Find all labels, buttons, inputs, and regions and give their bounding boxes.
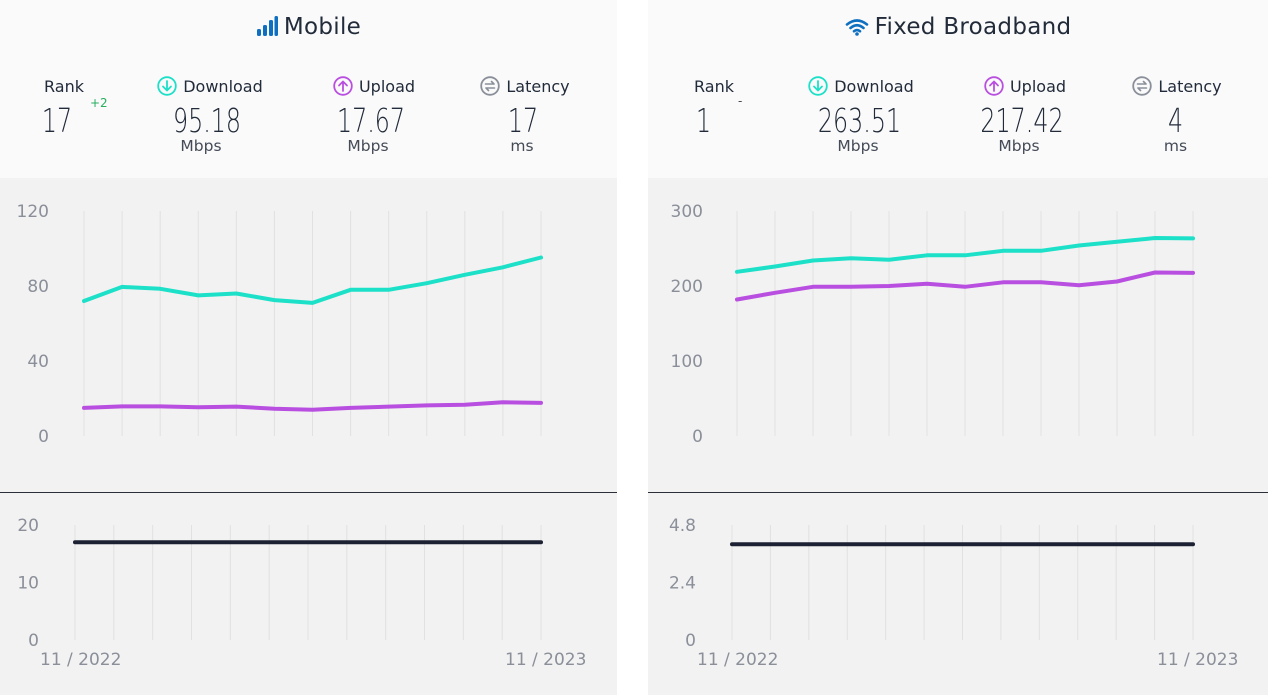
chart-divider (0, 492, 617, 493)
rank-label: Rank (44, 76, 84, 96)
fixed-summary: Fixed Broadband Rank 1 - Download 263.51… (648, 0, 1268, 178)
mobile-panel: Mobile Rank 17 +2 Download 95.18 Mbps Up… (0, 0, 617, 695)
y-tick-label: 100 (671, 352, 703, 372)
rank-label: Rank (694, 76, 734, 96)
latency-label: Latency (506, 76, 570, 96)
mobile-title: Mobile (0, 14, 617, 42)
y-tick-label: 40 (27, 352, 49, 372)
upload-unit: Mbps (347, 137, 389, 155)
y-tick-label: 0 (38, 427, 49, 447)
upload-value: 217.42 (980, 101, 1064, 140)
series-line[interactable] (82, 400, 543, 412)
fixed-title: Fixed Broadband (648, 14, 1268, 42)
latency-value: 4 (1167, 101, 1184, 140)
y-tick-label: 0 (685, 631, 696, 651)
upload-label: Upload (1009, 76, 1067, 96)
mobile-download[interactable]: Download 95.18 Mbps (140, 74, 280, 154)
x-tick-end: 11 / 2023 (1157, 650, 1238, 670)
download-arrow-icon (808, 76, 828, 96)
rank-change: - (738, 94, 743, 108)
series-line[interactable] (82, 255, 543, 305)
latency-unit: ms (510, 137, 534, 155)
rank-value: 1 (695, 101, 712, 140)
mobile-latency[interactable]: Latency 17 ms (470, 74, 580, 154)
x-tick-start: 11 / 2022 (697, 650, 778, 670)
y-tick-label: 0 (28, 631, 39, 651)
download-value: 263.51 (817, 101, 902, 140)
latency-icon (1132, 76, 1153, 96)
fixed-speed-chart: 0 100 200 300 (671, 202, 1195, 447)
chart-divider (648, 492, 1268, 493)
mobile-upload[interactable]: Upload 17.67 Mbps (314, 74, 434, 154)
mobile-title-text: Mobile (283, 14, 362, 40)
y-tick-label: 0 (692, 427, 703, 447)
download-unit: Mbps (837, 137, 879, 155)
latency-value: 17 (507, 101, 539, 140)
fixed-rank: Rank 1 (670, 74, 758, 140)
fixed-latency[interactable]: Latency 4 ms (1122, 74, 1232, 154)
mobile-rank: Rank 17 (20, 74, 108, 140)
download-label: Download (834, 76, 914, 96)
download-unit: Mbps (180, 137, 222, 155)
y-tick-label: 4.8 (669, 516, 696, 536)
rank-change: +2 (90, 96, 108, 110)
y-tick-label: 10 (17, 574, 39, 594)
wifi-icon (845, 16, 869, 42)
y-tick-label: 2.4 (669, 574, 696, 594)
mobile-latency-chart: 0 10 20 11 / 2022 11 / 2023 (17, 516, 586, 670)
download-value: 95.18 (172, 101, 242, 140)
latency-icon (480, 76, 501, 96)
series-line[interactable] (735, 236, 1195, 274)
signal-bars-icon (256, 16, 278, 42)
fixed-title-text: Fixed Broadband (874, 14, 1072, 40)
y-tick-label: 300 (671, 202, 703, 222)
x-tick-start: 11 / 2022 (40, 650, 121, 670)
fixed-download[interactable]: Download 263.51 Mbps (791, 74, 931, 154)
series-line[interactable] (735, 270, 1195, 302)
latency-label: Latency (1158, 76, 1222, 96)
upload-value: 17.67 (336, 101, 406, 140)
fixed-upload[interactable]: Upload 217.42 Mbps (960, 74, 1090, 154)
download-label: Download (183, 76, 263, 96)
fixed-latency-chart: 0 2.4 4.8 11 / 2022 11 / 2023 (669, 516, 1238, 670)
download-arrow-icon (157, 76, 177, 96)
fixed-broadband-panel: Fixed Broadband Rank 1 - Download 263.51… (648, 0, 1268, 695)
y-tick-label: 80 (27, 277, 49, 297)
upload-arrow-icon (333, 76, 353, 96)
x-tick-end: 11 / 2023 (505, 650, 586, 670)
y-tick-label: 120 (17, 202, 49, 222)
mobile-speed-chart: 0 40 80 120 (17, 202, 543, 447)
y-tick-label: 200 (671, 277, 703, 297)
upload-arrow-icon (984, 76, 1004, 96)
y-tick-label: 20 (17, 516, 39, 536)
rank-value: 17 (41, 101, 73, 140)
latency-unit: ms (1163, 137, 1188, 155)
upload-unit: Mbps (998, 137, 1040, 155)
mobile-summary: Mobile Rank 17 +2 Download 95.18 Mbps Up… (0, 0, 617, 178)
upload-label: Upload (358, 76, 416, 96)
